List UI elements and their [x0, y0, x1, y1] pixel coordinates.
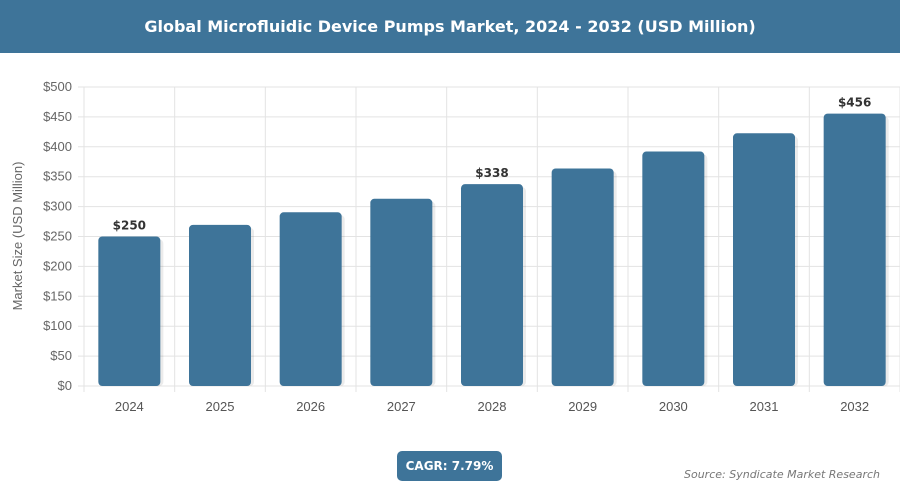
bar-2026	[279, 212, 342, 386]
y-axis-label: Market Size (USD Million)	[10, 162, 25, 311]
y-tick-label: $150	[43, 288, 72, 303]
x-tick-label: 2031	[750, 399, 779, 414]
data-label: $338	[475, 166, 508, 180]
y-tick-label: $450	[43, 109, 72, 124]
y-tick-label: $50	[50, 348, 72, 363]
bar-2027	[370, 198, 433, 386]
cagr-badge: CAGR: 7.79%	[397, 451, 502, 481]
y-tick-label: $300	[43, 199, 72, 214]
chart-title: Global Microfluidic Device Pumps Market,…	[144, 17, 756, 36]
bar-2031	[733, 133, 795, 386]
bar-2032	[823, 113, 886, 387]
x-tick-label: 2028	[478, 399, 507, 414]
y-tick-label: $500	[43, 79, 72, 94]
x-tick-label: 2032	[840, 399, 869, 414]
x-tick-label: 2025	[206, 399, 235, 414]
x-tick-label: 2026	[296, 399, 325, 414]
x-tick-label: 2024	[115, 399, 144, 414]
chart-title-bar: Global Microfluidic Device Pumps Market,…	[0, 0, 900, 53]
source-note: Source: Syndicate Market Research	[684, 468, 880, 481]
bar-2029	[551, 168, 614, 386]
y-tick-label: $100	[43, 318, 72, 333]
bar-2025	[189, 224, 251, 386]
x-tick-label: 2027	[387, 399, 416, 414]
bar-2024	[98, 236, 161, 386]
x-tick-label: 2030	[659, 399, 688, 414]
y-tick-label: $0	[58, 378, 72, 393]
y-tick-label: $250	[43, 229, 72, 244]
bar-2030	[642, 151, 705, 386]
x-tick-label: 2029	[568, 399, 597, 414]
data-label: $250	[113, 219, 146, 233]
cagr-text: CAGR: 7.79%	[405, 459, 494, 473]
y-tick-label: $200	[43, 258, 72, 273]
data-label: $456	[838, 96, 871, 110]
y-tick-label: $350	[43, 169, 72, 184]
y-tick-label: $400	[43, 139, 72, 154]
bar-2028	[461, 184, 523, 386]
